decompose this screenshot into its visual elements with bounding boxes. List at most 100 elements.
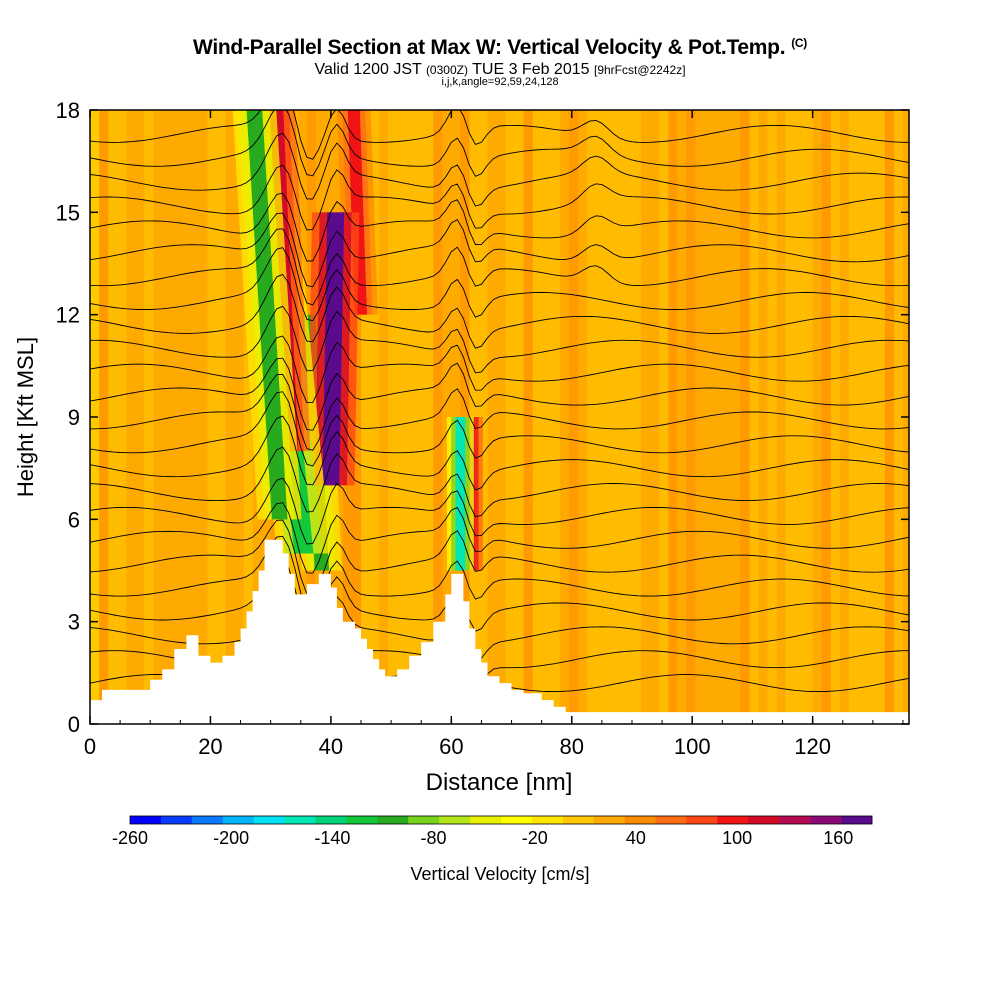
field-column xyxy=(153,110,163,724)
colorbar-swatch xyxy=(408,816,440,824)
field-column xyxy=(207,110,217,724)
field-column xyxy=(893,110,904,724)
field-column xyxy=(650,110,660,724)
field-column xyxy=(162,110,172,724)
field-column xyxy=(848,110,859,724)
field-column xyxy=(478,110,488,724)
field-column xyxy=(586,110,597,724)
colorbar-swatch xyxy=(655,816,687,824)
field-column xyxy=(812,110,823,724)
field-column xyxy=(839,110,850,724)
colorbar-swatch xyxy=(562,816,595,824)
theta-contour xyxy=(90,164,909,231)
y-axis: 0 3 6 9 12 15 18 xyxy=(56,98,909,737)
field-column xyxy=(523,110,534,724)
field-column xyxy=(875,110,886,724)
field-column xyxy=(568,110,579,724)
x-tick-label: 40 xyxy=(319,734,343,759)
field-column xyxy=(631,110,642,724)
field-column xyxy=(171,110,181,724)
theta-contour xyxy=(90,212,909,288)
field-column xyxy=(225,110,236,724)
field-column xyxy=(433,110,443,724)
field-column xyxy=(559,110,570,724)
theta-contour xyxy=(90,132,909,207)
field-column xyxy=(397,110,407,724)
field-column xyxy=(686,110,696,724)
colorbar-swatch xyxy=(222,816,254,824)
colorbar-swatch xyxy=(160,816,193,824)
field-column xyxy=(415,110,425,724)
colorbar-swatch xyxy=(531,816,564,824)
field-column xyxy=(622,110,633,724)
colorbar-swatch xyxy=(748,816,780,824)
colorbar-label: Vertical Velocity [cm/s] xyxy=(410,864,589,884)
theta-contour xyxy=(90,446,909,518)
valid-date: TUE 3 Feb 2015 xyxy=(472,61,590,78)
colorbar-frame xyxy=(129,815,873,825)
x-axis: 0 20 40 60 80 100 120 xyxy=(84,110,904,759)
colorbar-swatch xyxy=(315,816,347,824)
theta-contour xyxy=(90,535,909,613)
field-column xyxy=(641,110,651,724)
field-column xyxy=(821,110,832,724)
colorbar-swatch xyxy=(841,816,873,824)
field-column xyxy=(604,110,615,724)
field-column xyxy=(541,110,552,724)
theta-contour xyxy=(90,247,909,322)
field-column xyxy=(144,110,154,724)
y-axis-label: Height [Kft MSL] xyxy=(13,337,38,497)
colorbar-swatch xyxy=(779,816,811,824)
x-tick-label: 100 xyxy=(674,734,711,759)
y-tick-label: 3 xyxy=(68,610,80,635)
x-tick-label: 20 xyxy=(198,734,222,759)
field-column xyxy=(234,110,245,724)
field-column xyxy=(135,110,145,724)
colorbar-tick-label: -260 xyxy=(112,828,148,848)
colorbar-tick-label: 160 xyxy=(823,828,853,848)
colorbar-swatch xyxy=(284,816,316,824)
field-column xyxy=(776,110,787,724)
colorbar: -260 -200 -140 -80 -20 40 100 160 xyxy=(112,815,873,848)
field-column xyxy=(722,110,732,724)
field-column xyxy=(216,110,226,724)
copyright-mark: (C) xyxy=(791,36,807,50)
colorbar-swatch xyxy=(593,816,625,824)
field-column xyxy=(180,110,190,724)
valid-time: Valid 1200 JST xyxy=(314,61,422,78)
field-column xyxy=(117,110,127,724)
y-tick-label: 15 xyxy=(56,200,80,225)
field-column xyxy=(370,110,380,724)
w-band xyxy=(246,110,288,520)
x-tick-label: 120 xyxy=(794,734,831,759)
field-column xyxy=(749,110,759,724)
theta-contour xyxy=(90,335,909,404)
colorbar-tick-label: 40 xyxy=(626,828,646,848)
y-tick-label: 18 xyxy=(56,98,80,123)
theta-contour xyxy=(90,273,909,349)
colorbar-swatch xyxy=(377,816,409,824)
theta-contour xyxy=(90,110,909,160)
field-column xyxy=(198,110,208,724)
field-column xyxy=(243,110,254,724)
chart-title: Wind-Parallel Section at Max W: Vertical… xyxy=(0,36,1000,60)
field-column xyxy=(695,110,705,724)
field-column xyxy=(740,110,750,724)
colorbar-swatch xyxy=(130,816,162,824)
w-band xyxy=(455,417,466,571)
theta-contour xyxy=(90,557,909,632)
grid-indices: i,j,k,angle=92,59,24,128 xyxy=(441,76,559,88)
field-column xyxy=(351,110,362,724)
theta-contour xyxy=(90,519,909,596)
field-column xyxy=(360,110,371,724)
colorbar-swatch xyxy=(686,816,718,824)
field-column xyxy=(550,110,561,724)
plot-area xyxy=(90,110,909,724)
y-tick-label: 9 xyxy=(68,405,80,430)
field-column xyxy=(704,110,714,724)
field-column xyxy=(659,110,669,724)
theta-contour xyxy=(90,357,909,431)
theta-contour xyxy=(90,587,909,661)
field-column xyxy=(713,110,723,724)
